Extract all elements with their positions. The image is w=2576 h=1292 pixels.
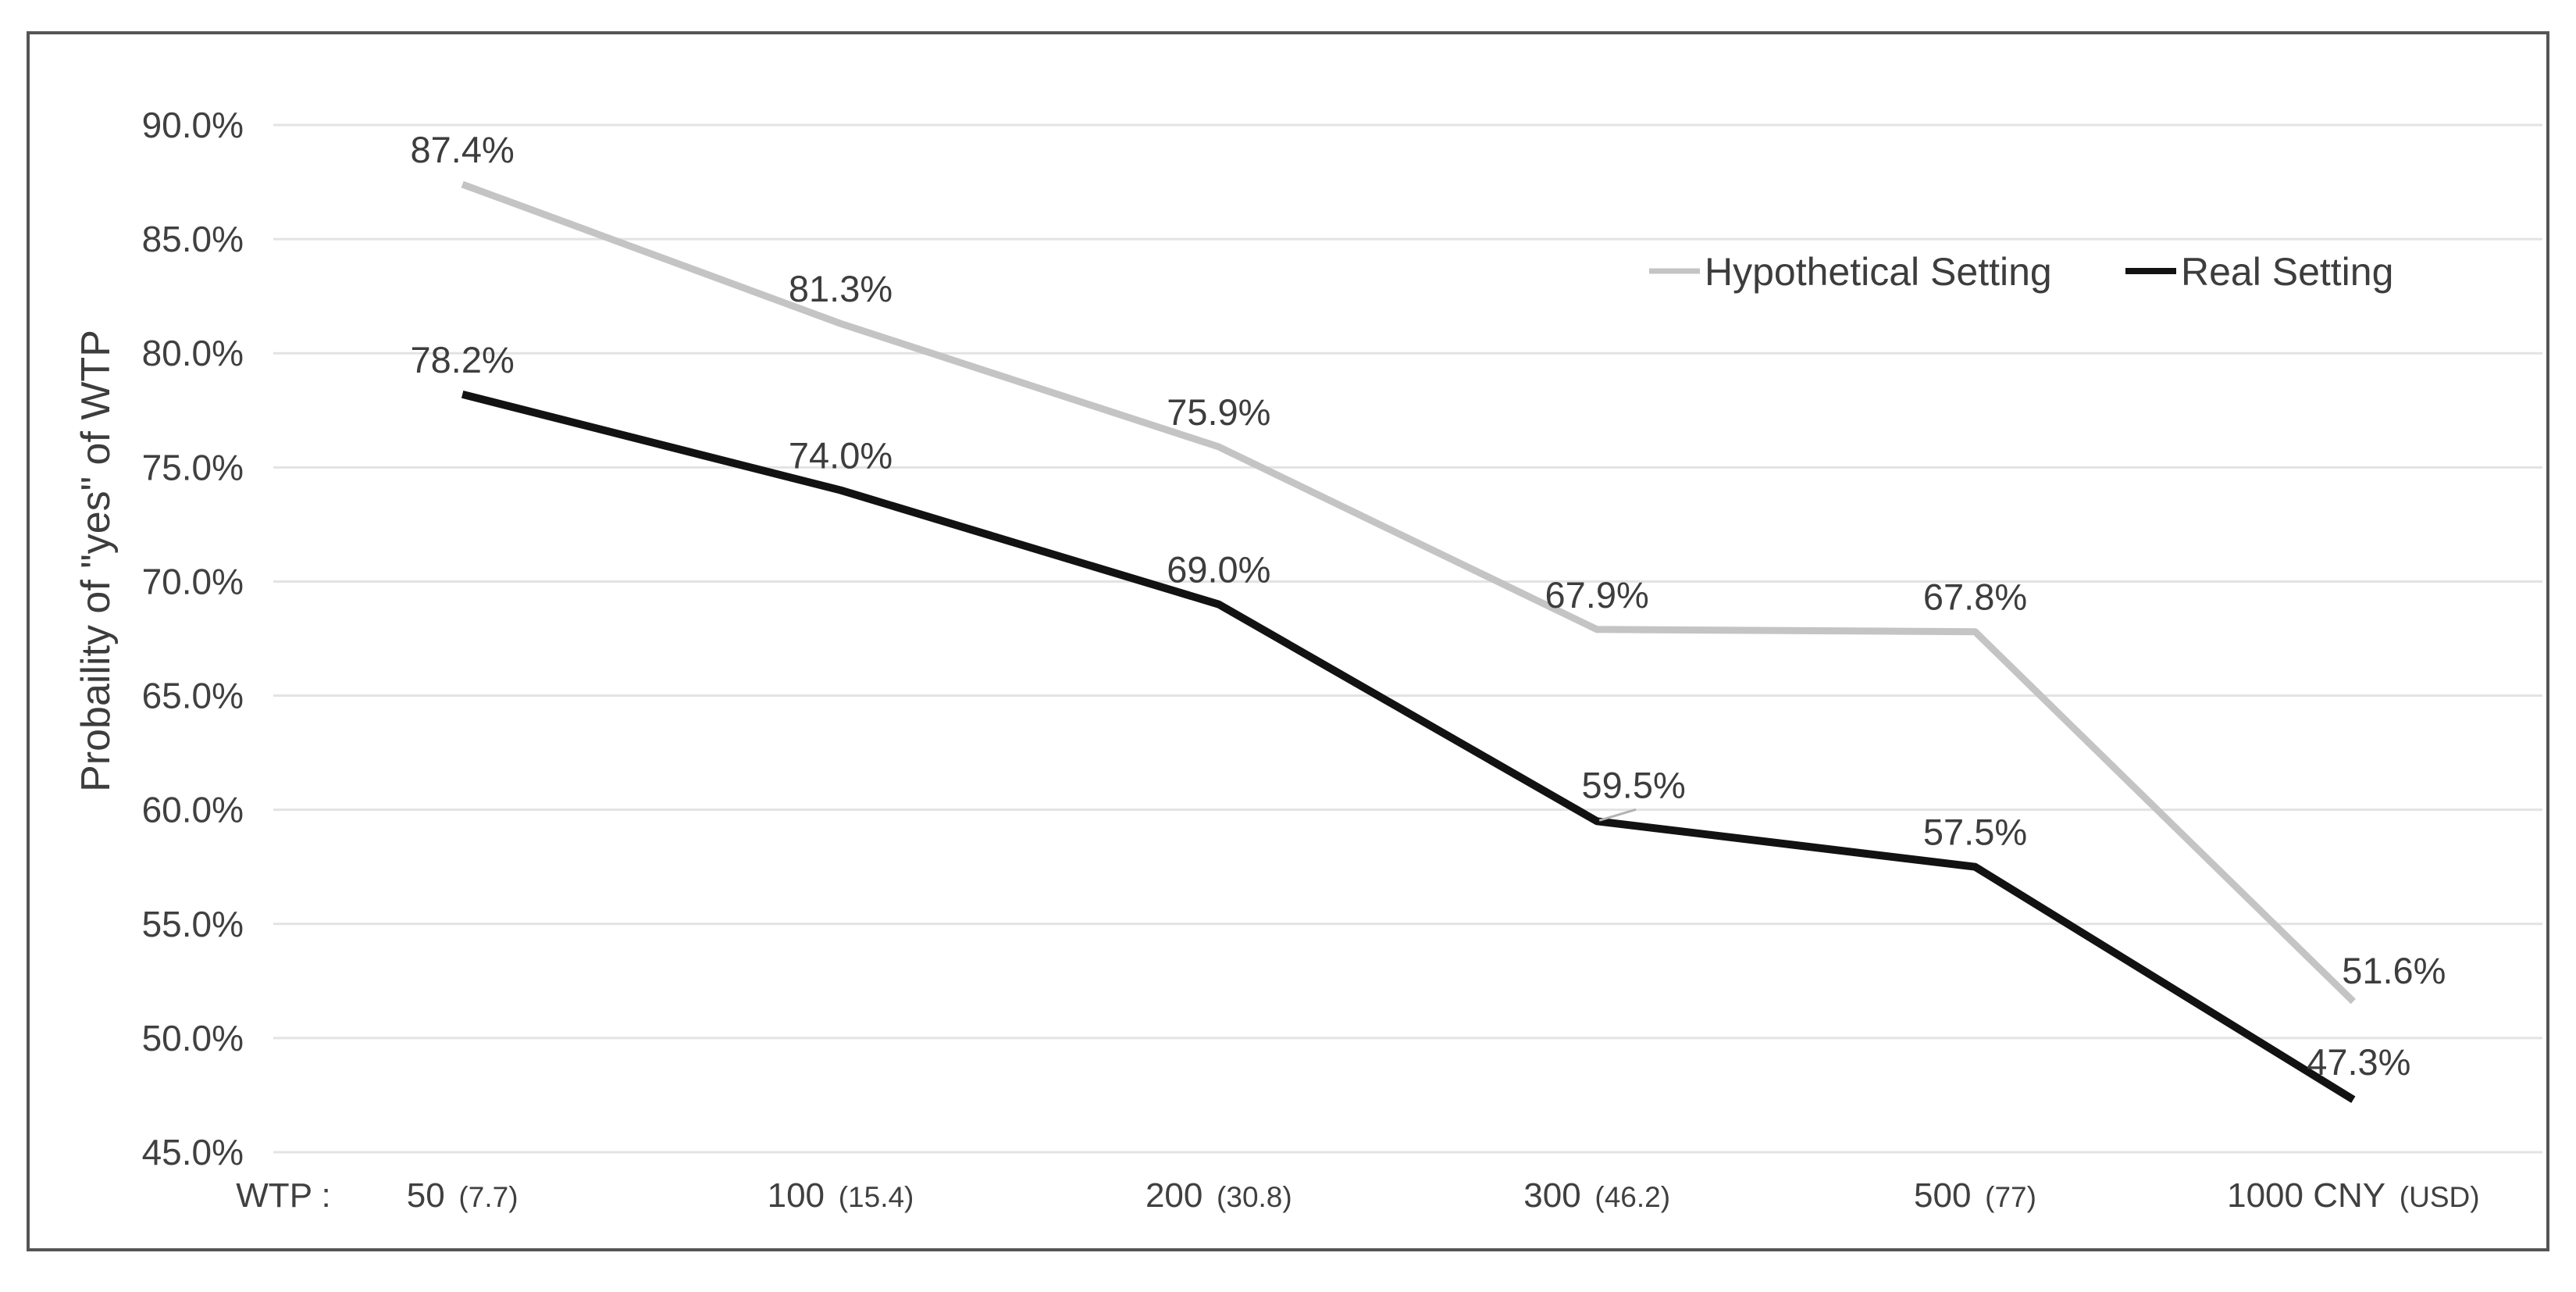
label-leader-line — [1598, 808, 1637, 822]
data-label-real: 74.0% — [789, 435, 893, 476]
data-label-real: 69.0% — [1167, 549, 1270, 591]
data-label-hypothetical: 75.9% — [1167, 391, 1270, 433]
legend-label-hypothetical: Hypothetical Setting — [1705, 250, 2052, 294]
y-axis-title: Probaility of "yes" of WTP — [73, 330, 119, 792]
data-label-real: 47.3% — [2307, 1041, 2410, 1083]
data-label-hypothetical: 67.8% — [1923, 576, 2027, 618]
data-label-real: 59.5% — [1582, 764, 1686, 805]
x-tick-label: 300 (46.2) — [1523, 1176, 1670, 1215]
data-label-hypothetical: 51.6% — [2342, 950, 2446, 991]
x-tick-label: 100 (15.4) — [768, 1176, 914, 1215]
y-tick-label: 75.0% — [142, 447, 244, 487]
series-line-real — [461, 390, 2356, 1104]
y-tick-label: 90.0% — [142, 105, 244, 145]
x-tick-label: 200 (30.8) — [1145, 1176, 1292, 1215]
y-tick-label: 50.0% — [142, 1018, 244, 1058]
y-tick-label: 60.0% — [142, 790, 244, 830]
legend-label-real: Real Setting — [2181, 250, 2393, 294]
y-tick-label: 80.0% — [142, 333, 244, 373]
data-label-real: 57.5% — [1923, 812, 2027, 853]
data-label-real: 78.2% — [411, 339, 515, 380]
data-label-hypothetical: 81.3% — [789, 268, 893, 309]
series-line-hypothetical — [461, 180, 2356, 1005]
y-tick-label: 45.0% — [142, 1132, 244, 1172]
x-tick-label: 500 (77) — [1914, 1176, 2036, 1215]
y-tick-label: 70.0% — [142, 561, 244, 601]
legend-item-hypothetical: Hypothetical Setting — [1649, 250, 2052, 294]
data-label-hypothetical: 67.9% — [1545, 574, 1649, 616]
y-tick-label: 65.0% — [142, 676, 244, 716]
x-tick-label: 1000 CNY (USD) — [2227, 1176, 2479, 1215]
y-tick-label: 55.0% — [142, 904, 244, 944]
x-tick-label: 50 (7.7) — [407, 1176, 518, 1215]
x-axis-prefix: WTP : — [236, 1176, 330, 1215]
legend-item-real: Real Setting — [2125, 250, 2393, 294]
y-tick-label: 85.0% — [142, 219, 244, 259]
data-label-hypothetical: 87.4% — [411, 129, 515, 170]
